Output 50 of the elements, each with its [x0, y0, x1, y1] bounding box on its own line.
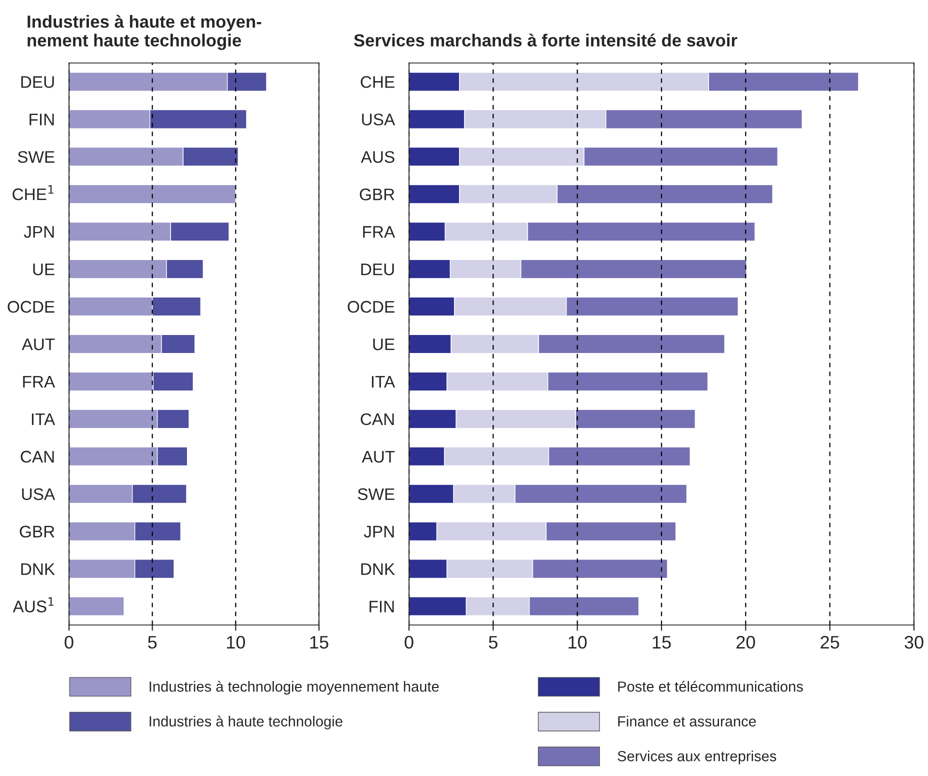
y-tick-label: CAN	[360, 413, 394, 426]
y-tick-label: UE	[373, 338, 394, 350]
y-tick-label: DNK	[361, 563, 395, 575]
x-tick-label: 20	[736, 636, 756, 649]
x-tick-label: 0	[404, 636, 414, 649]
y-tick-label: DNK	[21, 563, 55, 575]
legend-label: Industries à technologie moyennement haute	[150, 680, 439, 695]
x-tick-label: 15	[310, 636, 328, 649]
y-tick-label: CHE	[360, 76, 394, 88]
y-tick-label: AUS$^{1}$	[12, 597, 54, 612]
x-tick-label: 0	[64, 636, 74, 649]
x-tick-label: 10	[227, 636, 246, 649]
legend-label: Finance et assurance	[618, 716, 756, 727]
y-tick-label: OCDE	[348, 300, 394, 313]
y-tick-label: JPN	[364, 526, 394, 538]
chart-title: Services marchands à forte intensité de savoir	[354, 34, 738, 47]
y-tick-label: CHE$^{1}$	[12, 185, 54, 200]
y-tick-label: AUT	[22, 338, 55, 350]
y-tick-label: GBR	[20, 526, 54, 538]
y-tick-label: GBR	[360, 188, 394, 200]
y-tick-label: CAN	[20, 450, 54, 463]
y-tick-label: SWE	[18, 151, 54, 163]
x-tick-label: 5	[488, 636, 498, 649]
bar	[69, 596, 124, 616]
legend-label: Services aux entreprises	[618, 750, 776, 764]
y-tick-label: AUT	[362, 450, 395, 463]
y-tick-label: SWE	[358, 488, 394, 500]
y-tick-label: UE	[33, 264, 54, 276]
y-tick-label: DEU	[361, 264, 394, 276]
y-tick-label: ITA	[32, 414, 56, 425]
y-tick-label: FIN	[370, 600, 394, 612]
x-tick-label: 25	[820, 636, 840, 649]
x-tick-label: 5	[148, 636, 157, 649]
y-tick-label: FRA	[363, 226, 396, 238]
y-tick-label: DEU	[21, 76, 54, 88]
y-tick-label: FIN	[30, 114, 54, 126]
y-tick-label: ITA	[372, 376, 396, 388]
y-tick-label: AUS	[360, 151, 394, 163]
bar	[69, 184, 236, 204]
y-tick-label: USA	[22, 488, 56, 500]
legend-label: Industries à haute technologie	[150, 716, 342, 730]
legend-label: Poste et télécommunications	[618, 680, 803, 692]
x-tick-label: 10	[568, 636, 587, 649]
chart-title: Industries à haute et moyen- nement haute technologie	[28, 14, 262, 50]
x-tick-label: 30	[904, 636, 924, 649]
y-tick-label: FRA	[23, 376, 56, 388]
y-tick-label: OCDE	[8, 300, 54, 313]
x-tick-label: 15	[652, 636, 671, 649]
y-tick-label: USA	[362, 114, 396, 126]
y-tick-label: JPN	[24, 226, 54, 238]
